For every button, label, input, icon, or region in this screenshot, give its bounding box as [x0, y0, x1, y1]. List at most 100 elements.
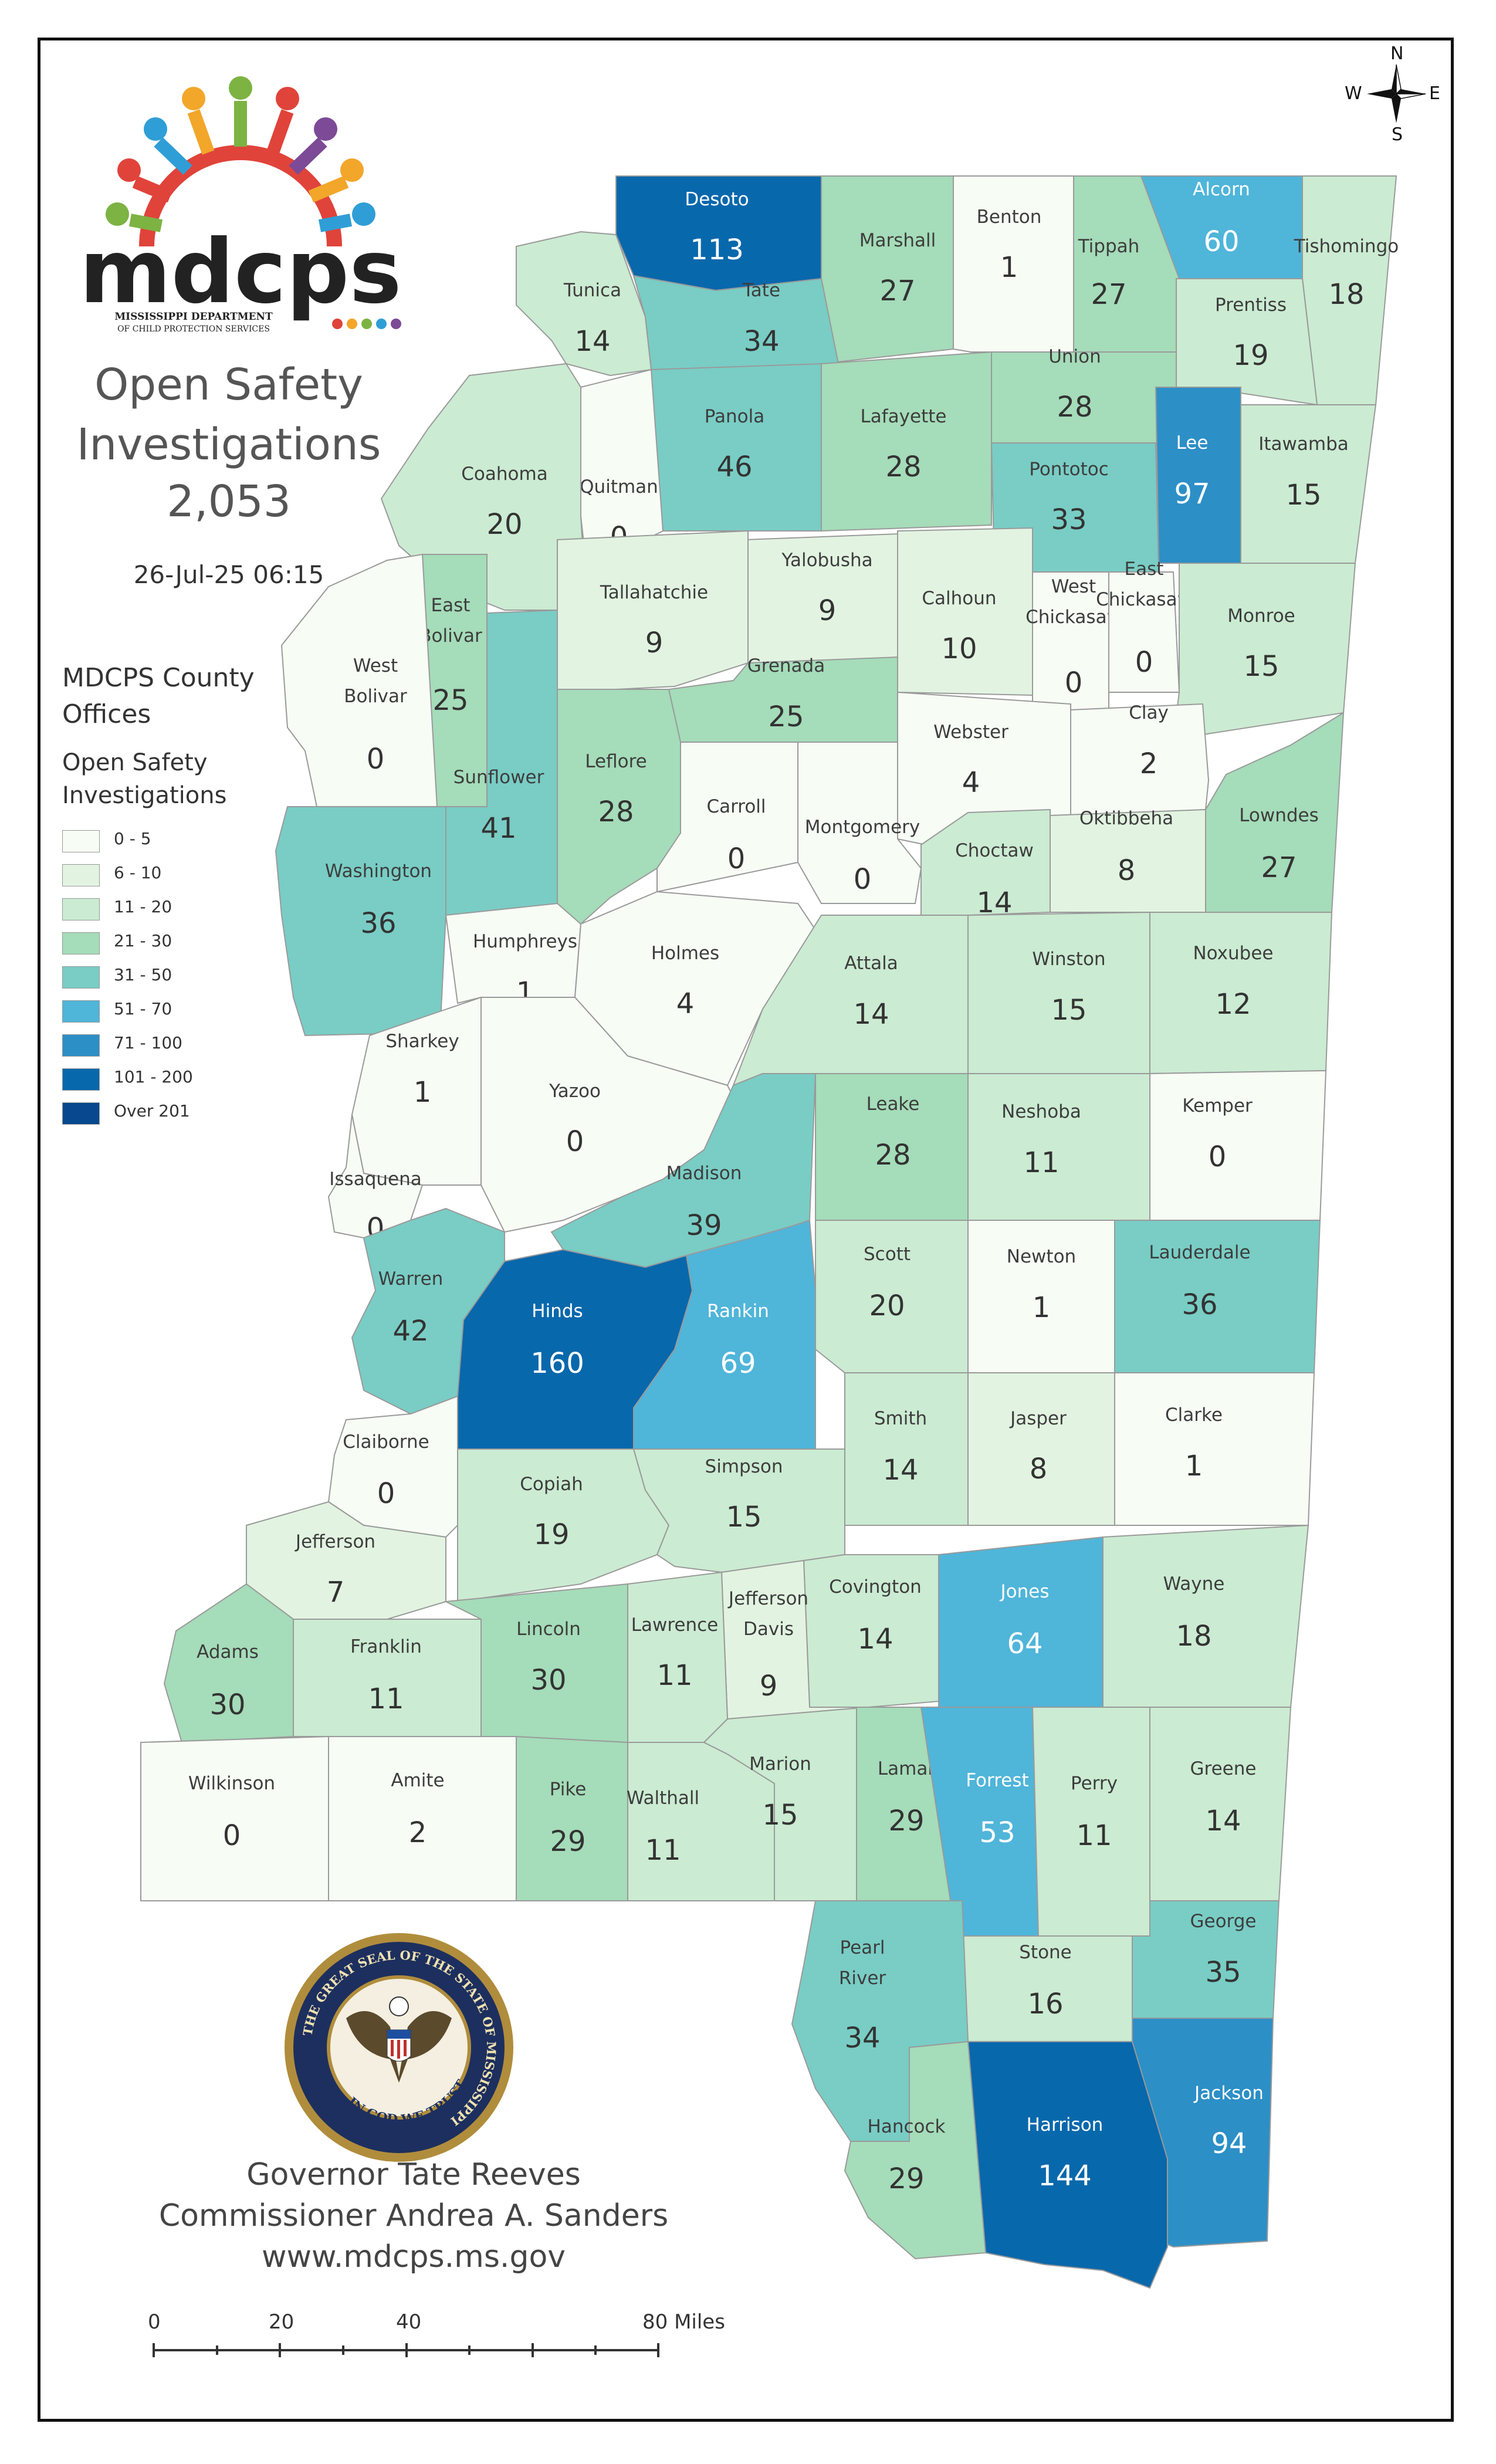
county-neshoba[interactable]: Neshoba 11: [967, 1073, 1150, 1221]
county-benton[interactable]: Benton 1: [953, 175, 1074, 353]
county-shape[interactable]: [1149, 1069, 1327, 1221]
county-lafayette[interactable]: Lafayette 28: [821, 351, 992, 532]
county-scott[interactable]: Scott 20: [815, 1220, 969, 1373]
county-shape[interactable]: [557, 530, 749, 693]
county-perry[interactable]: Perry 11: [1031, 1707, 1150, 1937]
county-hancock[interactable]: Hancock 29: [844, 2040, 987, 2260]
county-monroe[interactable]: Monroe 15: [1172, 563, 1356, 740]
county-clarke[interactable]: Clarke 1: [1114, 1372, 1315, 1526]
county-quitman[interactable]: Quitman0: [580, 368, 664, 570]
county-prentiss[interactable]: Prentiss 19: [1176, 278, 1318, 406]
county-shape[interactable]: [967, 911, 1150, 1074]
county-shape[interactable]: [821, 351, 992, 532]
county-shape[interactable]: [897, 527, 1033, 696]
county-shape[interactable]: [797, 742, 922, 904]
county-itawamba[interactable]: Itawamba 15: [1240, 404, 1377, 564]
county-shape[interactable]: [516, 231, 652, 377]
county-shape[interactable]: [516, 1735, 628, 1901]
county-shape[interactable]: [938, 1536, 1104, 1708]
county-clay[interactable]: Clay 2: [1070, 702, 1210, 817]
county-shape[interactable]: [1172, 563, 1356, 740]
county-marshall[interactable]: Marshall 27: [821, 175, 954, 365]
county-shape[interactable]: [1149, 1707, 1292, 1901]
county-franklin[interactable]: Franklin 11: [293, 1619, 482, 1737]
county-tallahatchie[interactable]: Tallahatchie 9: [557, 530, 749, 693]
county-lauderdale[interactable]: Lauderdale 36: [1114, 1220, 1321, 1373]
county-east-chickasaw[interactable]: East Chickasaw 0: [1096, 559, 1192, 693]
county-forrest[interactable]: Forrest 53: [920, 1707, 1040, 1937]
county-shape[interactable]: [445, 902, 582, 1004]
county-oktibbeha[interactable]: Oktibbeha 8: [1050, 808, 1206, 913]
county-simpson[interactable]: Simpson 15: [632, 1448, 845, 1573]
county-pontotoc[interactable]: Pontotoc 33: [990, 442, 1160, 573]
county-grenada[interactable]: Grenada 25: [668, 655, 898, 746]
county-shape[interactable]: [1114, 1372, 1315, 1526]
county-wayne[interactable]: Wayne 18: [1102, 1524, 1309, 1708]
county-madison[interactable]: Madison 39: [550, 1073, 817, 1268]
county-shape[interactable]: [821, 175, 954, 365]
county-winston[interactable]: Winston 15: [967, 911, 1150, 1074]
county-george[interactable]: George 35: [1132, 1900, 1280, 2019]
county-lowndes[interactable]: Lowndes 27: [1205, 712, 1345, 913]
county-jefferson-davis[interactable]: Jefferson Davis 9: [720, 1559, 869, 1720]
county-shape[interactable]: [632, 275, 840, 371]
county-jefferson[interactable]: Jefferson 7: [246, 1501, 446, 1620]
county-pike[interactable]: Pike 29: [516, 1735, 628, 1901]
county-shape[interactable]: [967, 2041, 1168, 2289]
county-sunflower[interactable]: Sunflower 41: [445, 609, 558, 916]
county-amite[interactable]: Amite 2: [328, 1736, 517, 1901]
county-lamar[interactable]: Lamar 29: [856, 1707, 952, 1901]
county-walthall[interactable]: Walthall 11: [627, 1742, 775, 1901]
county-copiah[interactable]: Copiah 19: [457, 1448, 670, 1603]
county-yalobusha[interactable]: Yalobusha 9: [744, 533, 898, 664]
county-noxubee[interactable]: Noxubee 12: [1149, 912, 1333, 1075]
county-lincoln[interactable]: Lincoln 30: [444, 1583, 628, 1743]
county-shape[interactable]: [651, 363, 822, 532]
county-jasper[interactable]: Jasper 8: [967, 1372, 1115, 1526]
county-tunica[interactable]: Tunica 14: [516, 231, 652, 377]
county-shape[interactable]: [1102, 1524, 1309, 1708]
county-leake[interactable]: Leake 28: [815, 1073, 969, 1221]
county-tate[interactable]: Tate 34: [632, 275, 840, 371]
county-shape[interactable]: [627, 1571, 729, 1743]
county-rankin[interactable]: Rankin 69: [633, 1219, 816, 1450]
county-claiborne[interactable]: Claiborne 0: [327, 1395, 458, 1538]
county-smith[interactable]: Smith 14: [844, 1372, 969, 1526]
county-tishomingo[interactable]: Tishomingo 18: [1294, 175, 1399, 405]
county-marion[interactable]: Marion 15: [703, 1706, 869, 1901]
county-shape[interactable]: [632, 1448, 845, 1573]
county-desoto[interactable]: Desoto 113: [615, 175, 822, 292]
county-harrison[interactable]: Harrison 144: [967, 2041, 1168, 2289]
county-covington[interactable]: Covington 14: [803, 1554, 939, 1708]
county-lawrence[interactable]: Lawrence 11: [627, 1571, 729, 1743]
county-shape[interactable]: [275, 806, 446, 1037]
county-washington[interactable]: Washington 36: [275, 806, 446, 1037]
county-shape[interactable]: [967, 1372, 1115, 1526]
county-panola[interactable]: Panola 46: [651, 363, 822, 532]
county-west-chickasaw[interactable]: West Chickasaw 0: [1025, 571, 1122, 717]
county-montgomery[interactable]: Montgomery 0: [797, 742, 922, 904]
county-carroll[interactable]: Carroll 0: [656, 742, 798, 893]
county-calhoun[interactable]: Calhoun 10: [897, 527, 1033, 696]
county-west-bolivar[interactable]: West Bolivar 0: [280, 553, 438, 807]
county-stone[interactable]: Stone 16: [961, 1935, 1133, 2042]
county-wilkinson[interactable]: Wilkinson 0: [140, 1735, 329, 1901]
county-alcorn[interactable]: Alcorn 60: [1140, 175, 1303, 279]
county-greene[interactable]: Greene 14: [1149, 1707, 1292, 1901]
county-pearl-river[interactable]: Pearl River 34: [791, 1900, 969, 2142]
county-shape[interactable]: [280, 553, 438, 807]
county-newton[interactable]: Newton 1: [967, 1220, 1115, 1373]
county-lee[interactable]: Lee 97: [1155, 387, 1241, 564]
county-shape[interactable]: [1155, 387, 1241, 564]
county-shape[interactable]: [844, 2040, 987, 2260]
county-shape[interactable]: [327, 1395, 458, 1538]
county-adams[interactable]: Adams 30: [163, 1583, 294, 1744]
county-shape[interactable]: [844, 1372, 969, 1526]
county-kemper[interactable]: Kemper 0: [1149, 1069, 1327, 1221]
county-union[interactable]: Union 28: [991, 346, 1177, 444]
county-jones[interactable]: Jones 64: [938, 1536, 1104, 1708]
credits-website[interactable]: www.mdcps.ms.gov: [261, 2239, 566, 2275]
county-hinds[interactable]: Hinds 160: [457, 1248, 693, 1450]
